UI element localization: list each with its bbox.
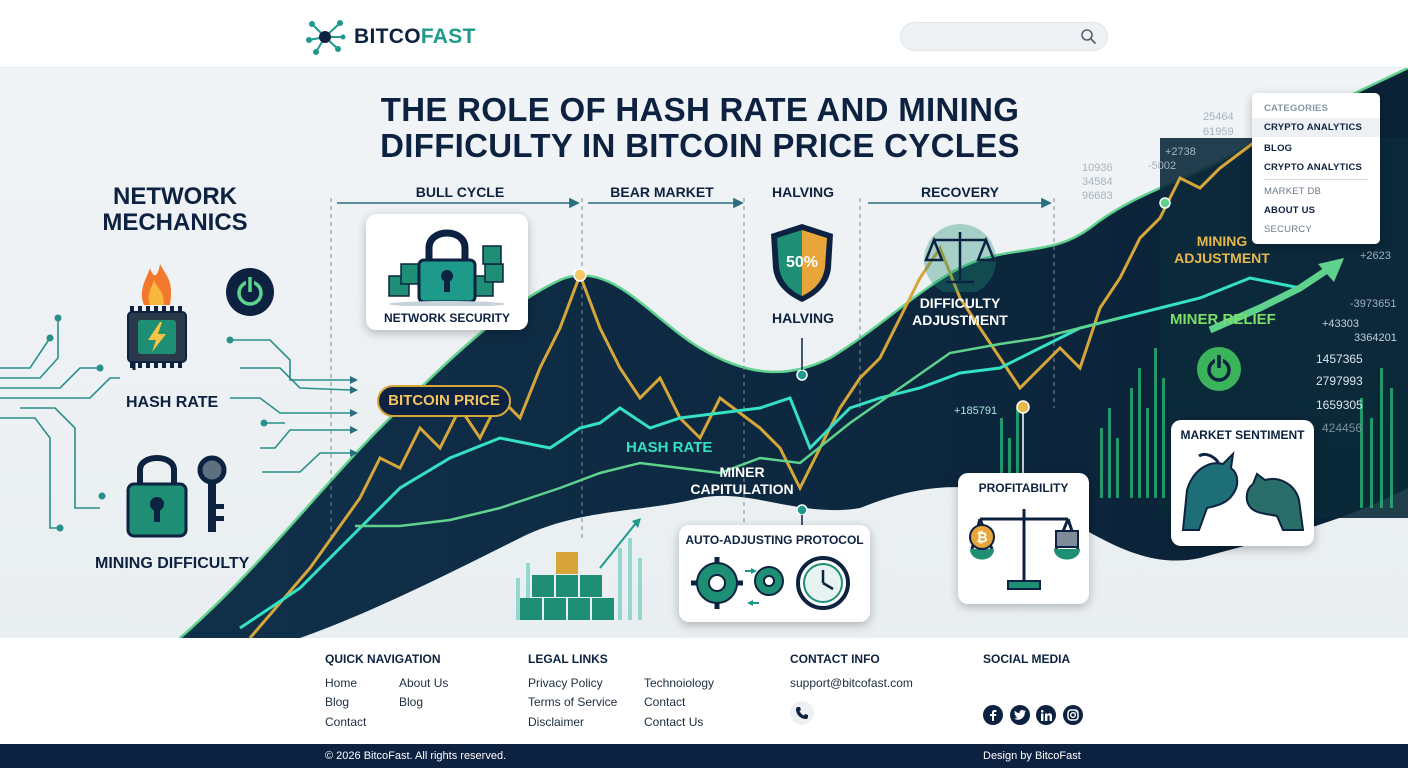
power-icon xyxy=(226,268,274,316)
footer-link-home[interactable]: Home xyxy=(325,676,358,690)
ticker-number: 34584 xyxy=(1082,176,1113,188)
menu-item-crypto-analytics[interactable]: CRYPTO ANALYTICS xyxy=(1252,118,1380,137)
ticker-number: +43303 xyxy=(1322,318,1360,330)
hash-rate-line-label: HASH RATE xyxy=(626,439,713,456)
auto-adjusting-protocol-card: AUTO-ADJUSTING PROTOCOL xyxy=(679,525,870,622)
footer-link-contact-us[interactable]: Contact Us xyxy=(644,715,704,729)
footer-link-blog[interactable]: Blog xyxy=(325,695,350,709)
network-security-card: NETWORK SECURITY xyxy=(366,214,528,330)
difficulty-adjustment-label: DIFFICULTY ADJUSTMENT xyxy=(912,295,1008,328)
phase-bull-cycle: BULL CYCLE xyxy=(415,184,505,200)
categories-dropdown[interactable]: CATEGORIES CRYPTO ANALYTICS BLOG CRYPTO … xyxy=(1252,93,1380,244)
page-title: THE ROLE OF HASH RATE AND MINING DIFFICU… xyxy=(380,91,1020,164)
mining-difficulty-label: MINING DIFFICULTY xyxy=(95,555,250,572)
footer-link-about-us[interactable]: About Us xyxy=(399,676,449,690)
phase-recovery: RECOVERY xyxy=(920,184,1000,200)
network-node-icon xyxy=(306,20,346,55)
footer-bottom-bar: © 2026 BitcoFast. All rights reserved. D… xyxy=(0,744,1408,768)
ticker-number: 1659305 xyxy=(1316,398,1363,412)
site-footer: QUICK NAVIGATION Home Blog Contact About… xyxy=(0,638,1408,744)
facebook-icon[interactable] xyxy=(983,705,1003,725)
footer-email[interactable]: support@bitcofast.com xyxy=(790,676,913,690)
gears-clock-icon xyxy=(691,556,850,610)
footer-heading-quick-navigation: QUICK NAVIGATION xyxy=(325,652,441,666)
bitcoin-price-label: BITCOIN PRICE xyxy=(377,385,511,417)
footer-link-blog-2[interactable]: Blog xyxy=(399,695,424,709)
auto-adjusting-protocol-label: AUTO-ADJUSTING PROTOCOL xyxy=(685,533,864,547)
market-sentiment-label: MARKET SENTIMENT xyxy=(1180,428,1305,442)
ticker-number: -3973651 xyxy=(1350,298,1397,310)
menu-item-about-us[interactable]: ABOUT US xyxy=(1264,205,1316,216)
network-security-label: NETWORK SECURITY xyxy=(384,311,510,325)
footer-link-terms-of-service[interactable]: Terms of Service xyxy=(528,695,618,709)
search-box[interactable] xyxy=(900,22,1108,51)
hash-rate-label: HASH RATE xyxy=(126,394,219,411)
svg-text:₿: ₿ xyxy=(976,529,987,545)
linkedin-icon[interactable] xyxy=(1036,705,1056,725)
search-input[interactable] xyxy=(913,28,1073,46)
menu-item-crypto-analytics-2[interactable]: CRYPTO ANALYTICS xyxy=(1264,162,1363,173)
ticker-number: 25464 xyxy=(1203,111,1234,123)
hero-infographic: 25464 61959 +2738 -5002 10936 34584 9668… xyxy=(0,68,1408,638)
footer-link-privacy-policy[interactable]: Privacy Policy xyxy=(528,676,603,690)
menu-item-market-db[interactable]: MARKET DB xyxy=(1264,186,1322,197)
power-button-icon xyxy=(1197,347,1241,391)
ticker-number: 96683 xyxy=(1082,190,1113,202)
footer-heading-legal-links: LEGAL LINKS xyxy=(528,652,608,666)
phase-bear-market: BEAR MARKET xyxy=(610,184,714,200)
ticker-number: 1457365 xyxy=(1316,352,1363,366)
lock-key-icon xyxy=(126,455,227,538)
balance-scale-icon xyxy=(924,224,996,292)
ticker-number: 3364201 xyxy=(1354,332,1397,344)
phone-icon xyxy=(796,707,808,719)
profitability-card: PROFITABILITY ₿ xyxy=(958,473,1089,604)
ticker-number: 424456 xyxy=(1322,421,1363,435)
ticker-number: +2738 xyxy=(1165,146,1196,158)
bull-bear-icon xyxy=(1181,451,1305,531)
cpu-chip-icon xyxy=(127,264,187,370)
instagram-icon[interactable] xyxy=(1063,705,1083,725)
market-sentiment-card: MARKET SENTIMENT xyxy=(1171,420,1314,546)
padlock-icon xyxy=(388,229,505,306)
miner-capitulation-label: MINER CAPITULATION xyxy=(690,464,794,497)
copyright-text: © 2026 BitcoFast. All rights reserved. xyxy=(325,750,507,762)
phone-button[interactable] xyxy=(790,701,814,725)
brand-name: BITCOFAST xyxy=(354,25,476,48)
categories-header: CATEGORIES xyxy=(1264,103,1329,114)
menu-divider xyxy=(1264,179,1368,180)
site-header: BITCOFAST xyxy=(0,0,1408,68)
footer-heading-contact-info: CONTACT INFO xyxy=(790,652,880,666)
footer-link-technology[interactable]: Technoiology xyxy=(644,676,715,690)
shield-icon: 50% xyxy=(771,224,833,302)
miner-relief-label: MINER RELIEF xyxy=(1170,311,1276,328)
ticker-number: 2797993 xyxy=(1316,374,1363,388)
menu-item-blog[interactable]: BLOG xyxy=(1264,143,1293,154)
ticker-number: 61959 xyxy=(1203,126,1234,138)
search-icon[interactable] xyxy=(1080,28,1097,45)
twitter-icon[interactable] xyxy=(1010,705,1030,725)
design-credit[interactable]: Design by BitcoFast xyxy=(983,750,1081,762)
network-mechanics-heading: NETWORK MECHANICS xyxy=(102,183,248,236)
brand-logo[interactable]: BITCOFAST xyxy=(304,18,476,56)
mining-adjustment-label: MINING ADJUSTMENT xyxy=(1174,233,1270,266)
menu-item-security[interactable]: SECURCY xyxy=(1264,224,1312,235)
ticker-number: +185791 xyxy=(954,405,998,417)
ticker-number: 10936 xyxy=(1082,162,1113,174)
ticker-number: +2623 xyxy=(1360,250,1391,262)
ticker-number: -5002 xyxy=(1148,160,1177,172)
profitability-label: PROFITABILITY xyxy=(978,481,1069,495)
bitcoin-scale-icon: ₿ xyxy=(969,509,1080,590)
phase-halving: HALVING xyxy=(772,184,834,200)
halving-label: HALVING xyxy=(772,310,834,326)
halving-badge: 50% xyxy=(786,254,818,271)
footer-heading-social-media: SOCIAL MEDIA xyxy=(983,652,1071,666)
footer-link-contact-2[interactable]: Contact xyxy=(644,695,686,709)
footer-link-disclaimer[interactable]: Disclaimer xyxy=(528,715,585,729)
footer-link-contact[interactable]: Contact xyxy=(325,715,367,729)
